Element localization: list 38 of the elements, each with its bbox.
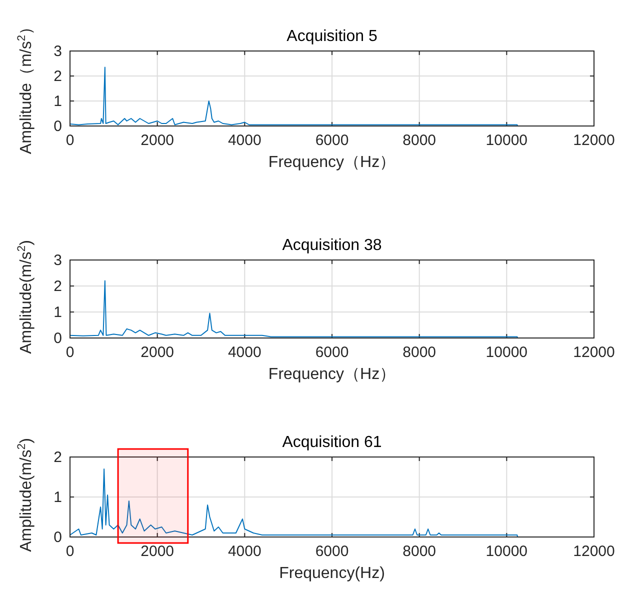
x-tick-label: 4000: [228, 132, 262, 149]
x-tick-label: 8000: [402, 344, 436, 361]
x-tick-label: 4000: [228, 344, 262, 361]
y-tick-label: 0: [54, 330, 62, 347]
x-tick-label: 8000: [402, 543, 436, 560]
x-tick-label: 0: [66, 344, 74, 361]
x-tick-label: 10000: [486, 543, 528, 560]
x-tick-label: 2000: [140, 344, 174, 361]
y-tick-label: 3: [54, 43, 62, 60]
x-axis-title: Frequency（Hz）: [268, 366, 396, 383]
y-tick-label: 3: [54, 252, 62, 269]
x-tick-label: 2000: [140, 132, 174, 149]
x-tick-label: 12000: [573, 344, 615, 361]
y-tick-label: 2: [54, 449, 62, 466]
x-tick-label: 6000: [315, 132, 349, 149]
x-tick-label: 2000: [140, 543, 174, 560]
x-tick-label: 8000: [402, 132, 436, 149]
x-tick-label: 12000: [573, 132, 615, 149]
x-tick-label: 0: [66, 132, 74, 149]
x-tick-label: 4000: [228, 543, 262, 560]
y-tick-label: 1: [54, 93, 62, 110]
y-tick-label: 2: [54, 68, 62, 85]
x-tick-label: 6000: [315, 344, 349, 361]
y-tick-label: 1: [54, 304, 62, 321]
chart-title: Acquisition 61: [282, 434, 382, 451]
chart-title: Acquisition 5: [286, 28, 378, 45]
x-tick-label: 6000: [315, 543, 349, 560]
x-tick-label: 12000: [573, 543, 615, 560]
x-tick-label: 10000: [486, 344, 528, 361]
x-tick-label: 0: [66, 543, 74, 560]
x-axis-title: Frequency（Hz）: [268, 154, 396, 171]
y-tick-label: 0: [54, 529, 62, 546]
chart-title: Acquisition 38: [282, 237, 382, 254]
y-tick-label: 1: [54, 489, 62, 506]
x-axis-title: Frequency(Hz): [279, 565, 385, 582]
y-tick-label: 2: [54, 278, 62, 295]
y-tick-label: 0: [54, 118, 62, 135]
x-tick-label: 10000: [486, 132, 528, 149]
